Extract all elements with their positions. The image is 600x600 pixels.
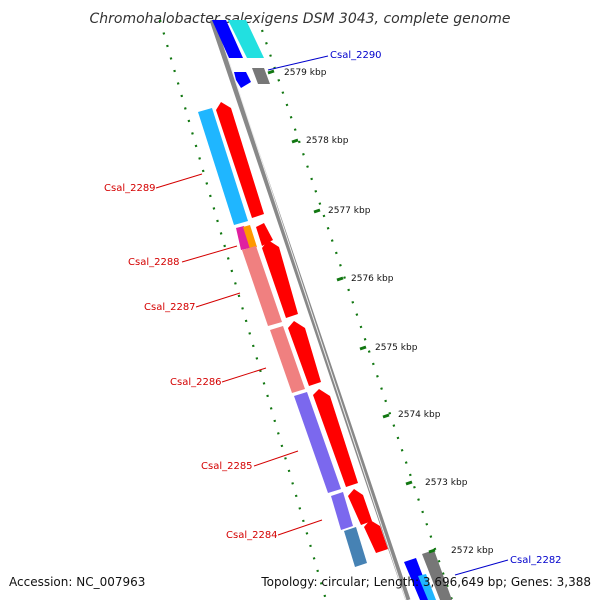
gene-feature[interactable]	[228, 20, 264, 58]
gene-label-leaders	[155, 55, 509, 576]
inner-track-line	[217, 27, 407, 600]
scale-label: 2575 kbp	[375, 343, 418, 353]
genome-backbone	[209, 19, 411, 600]
scale-label: 2579 kbp	[284, 68, 327, 78]
gene-feature[interactable]	[294, 392, 341, 493]
scale-label: 2572 kbp	[451, 546, 494, 556]
gene-feature[interactable]	[344, 527, 367, 567]
gene-label[interactable]: Csal_2284	[226, 530, 278, 541]
gene-feature[interactable]	[364, 520, 388, 553]
gene-feature[interactable]	[348, 489, 372, 525]
gene-feature[interactable]	[198, 108, 248, 225]
gene-feature[interactable]	[242, 246, 282, 326]
gene-feature[interactable]	[331, 492, 353, 530]
gene-feature[interactable]	[252, 68, 270, 84]
map-title: Chromohalobacter salexigens DSM 3043, co…	[90, 11, 511, 27]
gene-feature[interactable]	[243, 225, 257, 249]
scale-label: 2573 kbp	[425, 478, 468, 488]
scale-labels: 2579 kbp 2578 kbp 2577 kbp 2576 kbp 2575…	[284, 68, 494, 556]
gene-label[interactable]: Csal_2286	[170, 377, 222, 388]
gene-feature[interactable]	[313, 389, 358, 487]
genome-summary-text: Topology: circular; Length: 3,696,649 bp…	[260, 575, 591, 589]
gene-feature[interactable]	[418, 574, 436, 600]
gene-feature[interactable]	[216, 102, 264, 218]
gene-feature[interactable]	[256, 223, 273, 246]
scale-label: 2576 kbp	[351, 274, 394, 284]
gene-feature[interactable]	[422, 550, 452, 600]
gene-label[interactable]: Csal_2288	[128, 257, 180, 268]
gene-label[interactable]: Csal_2289	[104, 183, 156, 194]
gene-label[interactable]: Csal_2287	[144, 302, 196, 313]
gene-labels: Csal_2290 Csal_2289 Csal_2288 Csal_2287 …	[104, 50, 562, 566]
gene-features	[198, 20, 452, 600]
scale-label: 2577 kbp	[328, 206, 371, 216]
gene-feature[interactable]	[262, 240, 298, 318]
outer-dotted-ring	[260, 29, 454, 600]
gene-feature[interactable]	[212, 20, 243, 58]
gene-feature[interactable]	[236, 226, 250, 250]
scale-label: 2574 kbp	[398, 410, 441, 420]
gene-feature[interactable]	[270, 326, 305, 393]
gene-label[interactable]: Csal_2290	[330, 50, 382, 61]
gene-feature[interactable]	[234, 72, 251, 88]
scale-label: 2578 kbp	[306, 136, 349, 146]
gene-label[interactable]: Csal_2285	[201, 461, 253, 472]
scale-ticks	[267, 69, 436, 554]
gene-feature[interactable]	[288, 321, 321, 386]
accession-text: Accession: NC_007963	[9, 575, 145, 589]
gene-label[interactable]: Csal_2282	[510, 555, 562, 566]
